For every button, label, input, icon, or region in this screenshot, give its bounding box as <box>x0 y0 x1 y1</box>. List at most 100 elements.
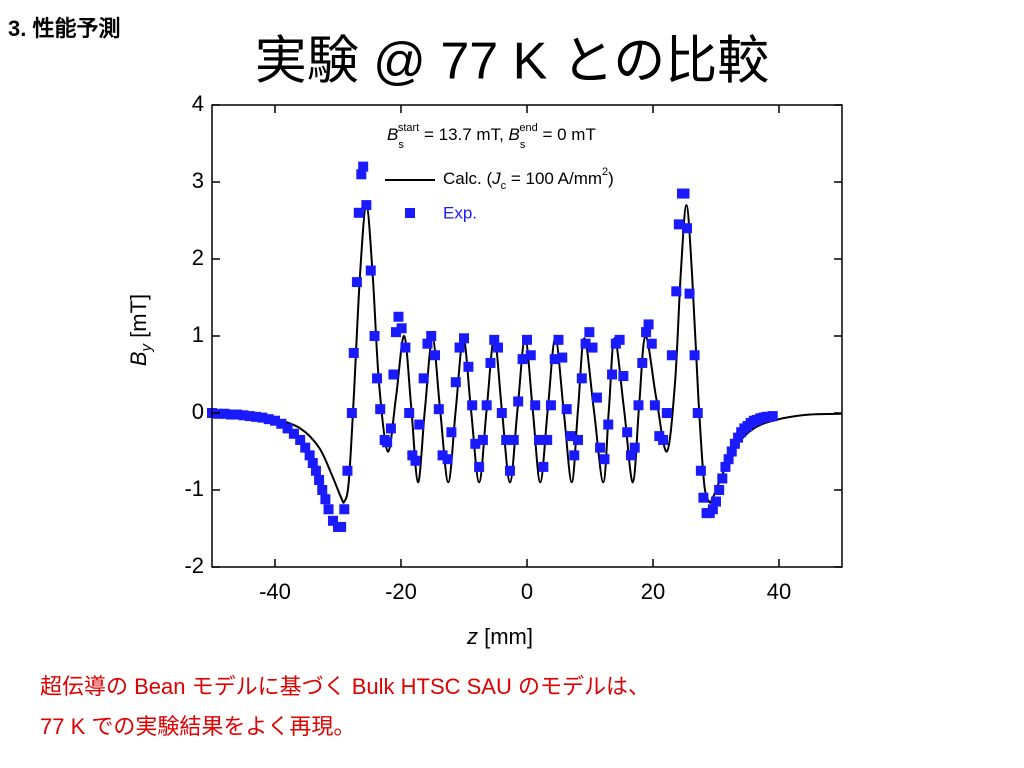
exp-point <box>407 450 418 461</box>
exp-point <box>310 465 321 476</box>
exp-point <box>595 442 606 453</box>
exp-point <box>584 327 595 338</box>
exp-point <box>607 369 618 380</box>
exp-point <box>356 169 367 180</box>
exp-point <box>307 458 318 469</box>
exp-point <box>504 465 515 476</box>
exp-point <box>317 485 328 495</box>
caption-line: 77 K での実験結果をよく再現。 <box>40 714 355 739</box>
exp-point <box>538 461 549 472</box>
exp-point <box>232 409 243 420</box>
exp-point <box>625 450 636 461</box>
exp-point <box>649 400 660 411</box>
exp-point <box>695 465 706 476</box>
exp-point <box>463 361 474 372</box>
exp-point <box>454 342 465 353</box>
exp-point <box>327 515 338 526</box>
y-tick-label: -2 <box>184 553 204 578</box>
exp-point <box>270 415 280 426</box>
annotation-part: s <box>520 139 526 151</box>
exp-point <box>365 265 376 276</box>
x-axis-label: z [mm] <box>466 624 533 649</box>
exp-point <box>485 357 496 368</box>
exp-point <box>276 418 287 429</box>
exp-point <box>517 354 528 365</box>
y-tick-label: 1 <box>192 322 204 347</box>
legend-part: Calc. ( <box>443 169 492 188</box>
exp-point <box>633 400 644 411</box>
exp-point <box>530 400 541 411</box>
legend-part: = 100 A/mm <box>506 169 602 188</box>
exp-point <box>372 373 383 384</box>
y-axis-label-part: y <box>138 342 155 352</box>
exp-point <box>263 414 274 425</box>
exp-point <box>658 434 669 445</box>
exp-point <box>400 342 411 353</box>
exp-point <box>580 338 591 349</box>
exp-point <box>382 437 393 448</box>
exp-point <box>618 371 629 382</box>
exp-point <box>767 411 778 422</box>
exp-point <box>323 504 334 515</box>
exp-point <box>430 350 441 361</box>
exp-point <box>404 408 415 418</box>
exp-point <box>599 454 610 465</box>
exp-point <box>300 442 311 453</box>
annotation-part: = 13.7 mT, <box>419 125 508 144</box>
x-tick-label: -40 <box>259 579 291 604</box>
exp-point <box>545 400 556 411</box>
exp-point <box>238 410 249 421</box>
exp-point <box>489 334 500 345</box>
exp-point <box>477 434 488 445</box>
exp-point <box>348 347 359 358</box>
exp-point <box>437 450 448 461</box>
exp-point <box>225 409 236 420</box>
exp-point <box>666 350 677 361</box>
y-axis-label: By [mT] <box>126 294 155 366</box>
exp-point <box>692 408 703 418</box>
exp-point <box>591 392 602 403</box>
exp-point <box>369 331 380 341</box>
exp-point <box>576 373 587 384</box>
exp-point <box>684 288 695 299</box>
exp-point <box>375 404 386 415</box>
exp-point <box>501 434 512 445</box>
y-axis-label-part: B <box>126 351 151 366</box>
exp-point <box>682 223 693 234</box>
exp-point <box>679 188 690 199</box>
exp-point <box>513 396 524 407</box>
exp-point <box>433 404 444 415</box>
exp-point <box>614 334 625 345</box>
exp-point <box>358 161 369 172</box>
exp-point <box>729 438 740 449</box>
exp-point <box>549 354 560 365</box>
exp-point <box>711 496 721 507</box>
exp-point <box>336 521 347 532</box>
exp-point <box>533 434 544 445</box>
exp-point <box>493 342 504 353</box>
exp-point <box>339 504 350 515</box>
exp-point <box>304 450 315 461</box>
exp-point <box>388 369 399 380</box>
exp-point <box>714 485 725 495</box>
x-tick-label: -20 <box>385 579 417 604</box>
legend-part: J <box>491 169 501 188</box>
legend-part: ) <box>608 169 614 188</box>
exp-point <box>474 461 485 472</box>
y-tick-label: -1 <box>184 476 204 501</box>
exp-point <box>661 408 672 418</box>
exp-point <box>251 411 262 422</box>
exp-point <box>390 327 401 338</box>
legend-entry: Exp. <box>443 203 477 222</box>
exp-point <box>353 207 364 218</box>
exp-point <box>481 400 492 411</box>
x-tick-label: 40 <box>767 579 791 604</box>
exp-point <box>569 450 580 461</box>
exp-point <box>698 492 709 503</box>
exp-point <box>603 419 614 430</box>
exp-point <box>733 432 744 443</box>
exp-point <box>496 408 507 418</box>
exp-point <box>707 504 718 515</box>
exp-point <box>426 331 437 341</box>
x-tick-label: 20 <box>641 579 665 604</box>
